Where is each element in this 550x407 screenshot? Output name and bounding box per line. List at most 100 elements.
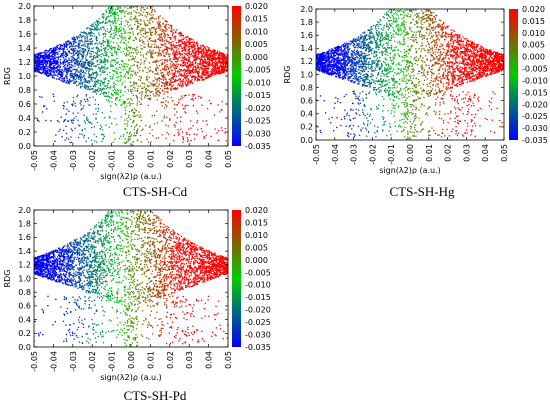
data-point [114,8,116,10]
data-point [156,78,159,80]
data-point [92,47,94,49]
data-point [115,104,117,106]
data-point [110,105,112,107]
data-point [129,81,132,84]
data-point [55,47,57,49]
data-point [160,40,162,42]
data-point [156,91,159,93]
data-point [465,64,467,66]
data-point [175,42,177,44]
data-point [52,52,54,54]
data-point [219,70,222,72]
data-point [186,52,188,55]
data-point [166,116,168,119]
data-point [190,81,192,83]
data-point [73,82,75,84]
data-point [71,67,73,69]
data-point [209,60,211,62]
data-point [43,61,45,63]
data-point [471,113,473,116]
data-point [61,78,63,80]
data-point [214,74,216,76]
data-point [142,54,144,56]
data-point [77,119,79,121]
data-point [58,121,60,123]
data-point [218,54,221,56]
data-point [143,63,145,65]
data-point [104,66,106,68]
data-point [199,63,201,65]
data-point [89,96,91,99]
data-point [223,71,225,73]
data-point [183,47,185,49]
data-point [79,70,81,72]
data-point [185,36,188,39]
data-point [74,39,76,41]
data-point [136,102,138,104]
data-point [121,103,123,106]
rdg-scatter-chart-cd: 0.00.20.40.60.81.01.21.41.61.82.0-0.05 -0… [3,2,271,181]
data-point [200,63,202,65]
data-point [105,47,107,49]
data-point [46,71,49,74]
data-point [40,55,42,58]
data-point [78,44,80,46]
data-point [117,14,119,17]
data-point [215,67,217,69]
data-point [216,52,218,54]
data-point [77,63,79,65]
data-point [158,47,160,49]
data-point [98,50,101,53]
data-point [181,131,184,133]
data-point [94,72,97,74]
data-point [154,43,156,45]
data-point [52,93,54,96]
data-point [457,53,459,56]
data-point [53,61,55,63]
data-point [196,44,199,46]
data-point [43,54,45,56]
data-point [149,132,151,135]
data-point [201,130,203,133]
data-point [87,47,89,49]
data-point [190,46,192,48]
data-point [98,28,100,31]
data-point [126,131,129,134]
data-point [109,51,111,53]
data-point [35,70,37,72]
data-point [188,53,190,55]
data-point [357,125,360,128]
data-point [146,7,148,9]
data-point [90,42,92,44]
data-point [99,85,101,87]
data-point [57,62,59,64]
data-point [40,52,43,54]
data-point [142,35,144,37]
data-point [230,58,231,59]
data-point [137,51,139,53]
data-point [168,36,171,39]
data-point [202,74,204,76]
data-point [150,6,152,8]
data-point [343,72,346,74]
data-point [96,39,99,42]
data-point [126,44,128,46]
data-point [314,56,315,57]
data-point [103,66,105,68]
data-point [100,90,102,92]
data-point [195,52,197,55]
data-point [119,6,121,9]
data-point [147,141,150,143]
data-point [113,46,115,49]
data-point [178,71,181,73]
data-point [187,71,189,74]
data-point [74,47,77,50]
data-point [123,41,125,44]
data-point [208,47,210,49]
data-point [227,56,228,58]
data-point [109,85,112,88]
data-point [211,56,214,58]
data-point [220,72,222,74]
data-point [506,61,507,62]
data-point [76,64,78,66]
